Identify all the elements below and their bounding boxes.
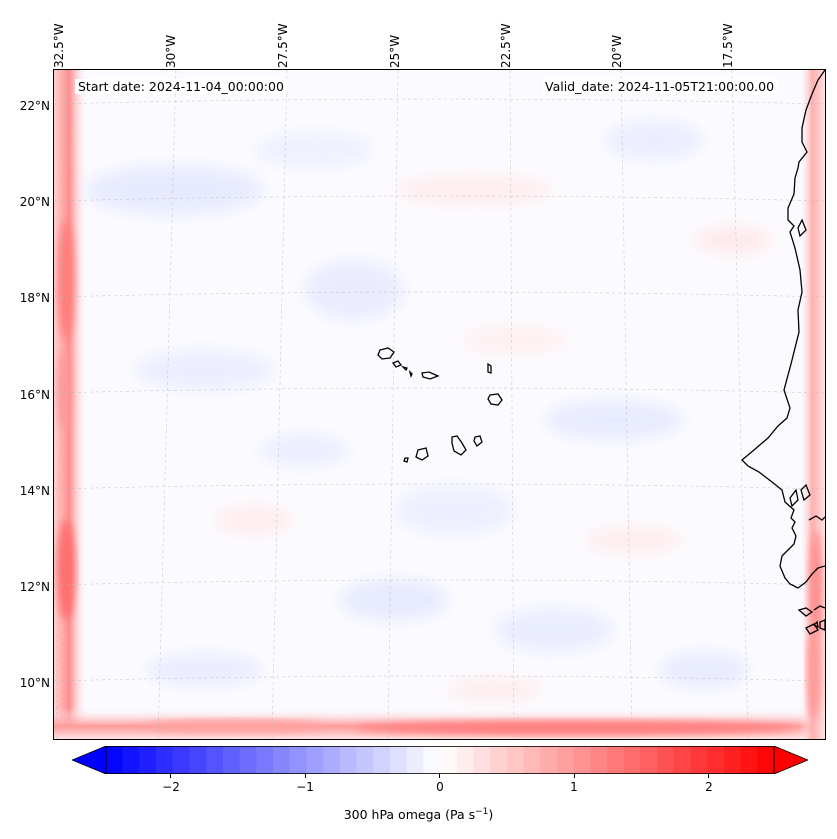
colorbar-tickmark xyxy=(708,774,709,778)
colorbar-segment xyxy=(590,746,608,774)
colorbar-segment xyxy=(506,746,525,774)
lon-label-30w: 30°W xyxy=(164,34,178,68)
colorbar-segment xyxy=(490,746,508,774)
colorbar-segment xyxy=(323,746,341,774)
colorbar-segment xyxy=(690,746,708,774)
colorbar-extend-high xyxy=(773,746,808,774)
colorbar-tickmark xyxy=(439,774,440,778)
colorbar-tickmark xyxy=(305,774,306,778)
lat-label-18n: 18°N xyxy=(19,291,50,305)
lat-label-16n: 16°N xyxy=(19,388,50,402)
colorbar-segment xyxy=(640,746,658,774)
colorbar-segment xyxy=(423,746,441,774)
colorbar-tickmark xyxy=(170,774,171,778)
colorbar-segment xyxy=(607,746,625,774)
lat-label-10n: 10°N xyxy=(19,676,50,690)
colorbar-segment xyxy=(673,746,692,774)
start-date-label: Start date: 2024-11-04_00:00:00 xyxy=(75,79,287,94)
map-panel xyxy=(53,69,826,740)
colorbar-segment xyxy=(139,746,157,774)
colorbar-tick-label: 2 xyxy=(705,780,713,794)
colorbar-tickmark xyxy=(574,774,575,778)
graticule xyxy=(54,70,825,739)
colorbar-tick-label: 0 xyxy=(436,780,444,794)
lon-label-20w: 20°W xyxy=(610,34,624,68)
colorbar-extend-low xyxy=(72,746,107,774)
colorbar-segment xyxy=(122,746,140,774)
colorbar-segment xyxy=(757,746,775,774)
colorbar-segment xyxy=(406,746,424,774)
colorbar-segment xyxy=(273,746,291,774)
colorbar-tick-label: −2 xyxy=(162,780,180,794)
omega-field-shading xyxy=(54,70,825,739)
lat-label-20n: 20°N xyxy=(19,195,50,209)
colorbar-segment xyxy=(239,746,257,774)
valid-date-label: Valid_date: 2024-11-05T21:00:00.00 xyxy=(542,79,778,94)
colorbar xyxy=(72,746,808,774)
colorbar-segment xyxy=(172,746,191,774)
colorbar-segment xyxy=(707,746,725,774)
colorbar-segment xyxy=(456,746,474,774)
colorbar-segment xyxy=(556,746,575,774)
colorbar-label: 300 hPa omega (Pa s−1) xyxy=(343,807,494,823)
colorbar-segment xyxy=(740,746,758,774)
colorbar-segment xyxy=(440,746,458,774)
lon-label-25w: 25°W xyxy=(388,34,402,68)
omega-field-map xyxy=(54,70,825,739)
cape-verde-islands xyxy=(377,347,503,463)
colorbar-segment xyxy=(289,746,307,774)
colorbar-tick-label: −1 xyxy=(296,780,314,794)
lat-label-12n: 12°N xyxy=(19,580,50,594)
colorbar-segment xyxy=(256,746,274,774)
colorbar-segment xyxy=(106,746,124,774)
colorbar-segment xyxy=(540,746,558,774)
colorbar-segment xyxy=(473,746,491,774)
colorbar-tick-label: 1 xyxy=(570,780,578,794)
colorbar-segment xyxy=(306,746,324,774)
colorbar-segment xyxy=(189,746,207,774)
colorbar-segment xyxy=(373,746,391,774)
colorbar-segment xyxy=(723,746,742,774)
colorbar-ramp xyxy=(72,746,808,774)
colorbar-segment xyxy=(523,746,541,774)
lat-label-14n: 14°N xyxy=(19,484,50,498)
colorbar-segment xyxy=(206,746,224,774)
lon-label-22-5w: 22.5°W xyxy=(499,23,513,68)
colorbar-segment xyxy=(339,746,358,774)
west-africa-coastline xyxy=(741,70,825,635)
colorbar-segment xyxy=(222,746,241,774)
lat-label-22n: 22°N xyxy=(19,99,50,113)
colorbar-segment xyxy=(657,746,675,774)
lon-label-32-5w: 32.5°W xyxy=(52,23,66,68)
colorbar-segment xyxy=(356,746,374,774)
colorbar-segment xyxy=(389,746,408,774)
colorbar-segment xyxy=(573,746,591,774)
lon-label-17-5w: 17.5°W xyxy=(721,23,735,68)
lon-label-27-5w: 27.5°W xyxy=(276,23,290,68)
colorbar-segment xyxy=(156,746,174,774)
colorbar-segment xyxy=(623,746,641,774)
